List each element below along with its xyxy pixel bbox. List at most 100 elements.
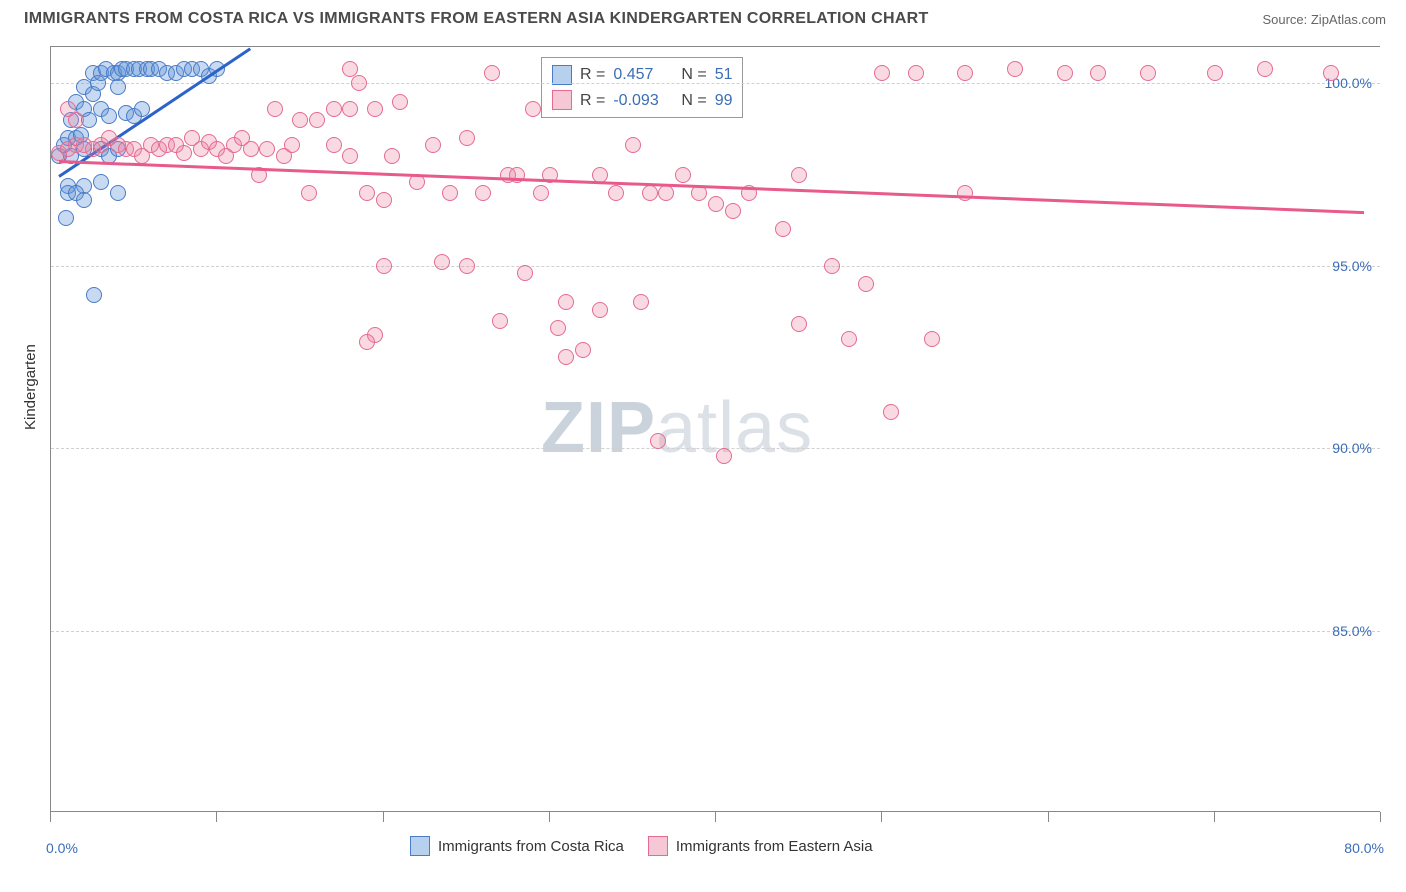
y-axis-title: Kindergarten xyxy=(22,344,39,430)
data-point xyxy=(633,294,649,310)
legend-label: Immigrants from Costa Rica xyxy=(438,838,624,855)
data-point xyxy=(442,185,458,201)
correlation-row: R = -0.093 N = 99 xyxy=(552,88,732,114)
data-point xyxy=(58,210,74,226)
data-point xyxy=(326,101,342,117)
n-value: 99 xyxy=(715,88,733,114)
x-tick xyxy=(383,812,384,822)
legend-swatch xyxy=(552,65,572,85)
series-legend: Immigrants from Costa Rica Immigrants fro… xyxy=(410,836,873,856)
data-point xyxy=(716,448,732,464)
data-point xyxy=(558,294,574,310)
x-tick xyxy=(216,812,217,822)
data-point xyxy=(284,137,300,153)
x-tick xyxy=(1214,812,1215,822)
data-point xyxy=(608,185,624,201)
data-point xyxy=(908,65,924,81)
grid-line xyxy=(51,631,1380,632)
data-point xyxy=(675,167,691,183)
data-point xyxy=(342,101,358,117)
x-tick xyxy=(881,812,882,822)
data-point xyxy=(459,258,475,274)
data-point xyxy=(924,331,940,347)
data-point xyxy=(841,331,857,347)
data-point xyxy=(558,349,574,365)
data-point xyxy=(101,108,117,124)
legend-swatch xyxy=(552,90,572,110)
y-tick-label: 85.0% xyxy=(1332,623,1372,639)
data-point xyxy=(642,185,658,201)
data-point xyxy=(259,141,275,157)
data-point xyxy=(243,141,259,157)
data-point xyxy=(475,185,491,201)
data-point xyxy=(342,61,358,77)
data-point xyxy=(1207,65,1223,81)
x-tick xyxy=(1048,812,1049,822)
data-point xyxy=(1057,65,1073,81)
data-point xyxy=(93,174,109,190)
data-point xyxy=(351,75,367,91)
data-point xyxy=(376,258,392,274)
data-point xyxy=(708,196,724,212)
chart-title: IMMIGRANTS FROM COSTA RICA VS IMMIGRANTS… xyxy=(24,10,929,28)
data-point xyxy=(367,101,383,117)
data-point xyxy=(86,287,102,303)
grid-line xyxy=(51,266,1380,267)
x-max-label: 80.0% xyxy=(1344,840,1384,856)
y-tick-label: 95.0% xyxy=(1332,258,1372,274)
data-point xyxy=(342,148,358,164)
data-point xyxy=(525,101,541,117)
data-point xyxy=(110,185,126,201)
x-min-label: 0.0% xyxy=(46,840,78,856)
data-point xyxy=(292,112,308,128)
legend-swatch xyxy=(648,836,668,856)
r-value: -0.093 xyxy=(613,88,673,114)
data-point xyxy=(359,185,375,201)
data-point xyxy=(533,185,549,201)
data-point xyxy=(1257,61,1273,77)
y-tick-label: 90.0% xyxy=(1332,440,1372,456)
data-point xyxy=(725,203,741,219)
data-point xyxy=(1140,65,1156,81)
x-axis: 0.0% 80.0% Immigrants from Costa RicaImm… xyxy=(50,812,1380,862)
data-point xyxy=(625,137,641,153)
grid-line xyxy=(51,83,1380,84)
data-point xyxy=(434,254,450,270)
data-point xyxy=(1007,61,1023,77)
data-point xyxy=(650,433,666,449)
data-point xyxy=(459,130,475,146)
x-tick xyxy=(549,812,550,822)
data-point xyxy=(359,334,375,350)
x-tick xyxy=(1380,812,1381,822)
grid-line xyxy=(51,448,1380,449)
data-point xyxy=(824,258,840,274)
data-point xyxy=(957,65,973,81)
n-label: N = xyxy=(681,88,706,114)
x-tick xyxy=(715,812,716,822)
data-point xyxy=(76,192,92,208)
data-point xyxy=(484,65,500,81)
legend-swatch xyxy=(410,836,430,856)
data-point xyxy=(326,137,342,153)
data-point xyxy=(301,185,317,201)
data-point xyxy=(791,316,807,332)
scatter-chart: ZIPatlas R =0.457N =51R =-0.093N =99 85.… xyxy=(50,46,1380,812)
data-point xyxy=(492,313,508,329)
data-point xyxy=(392,94,408,110)
data-point xyxy=(68,112,84,128)
data-point xyxy=(110,79,126,95)
correlation-legend: R =0.457N =51R =-0.093N =99 xyxy=(541,57,743,118)
data-point xyxy=(309,112,325,128)
data-point xyxy=(883,404,899,420)
r-label: R = xyxy=(580,88,605,114)
data-point xyxy=(1090,65,1106,81)
legend-label: Immigrants from Eastern Asia xyxy=(676,838,873,855)
data-point xyxy=(658,185,674,201)
data-point xyxy=(775,221,791,237)
watermark: ZIPatlas xyxy=(541,387,813,469)
data-point xyxy=(592,302,608,318)
data-point xyxy=(517,265,533,281)
x-tick xyxy=(50,812,51,822)
data-point xyxy=(267,101,283,117)
data-point xyxy=(384,148,400,164)
